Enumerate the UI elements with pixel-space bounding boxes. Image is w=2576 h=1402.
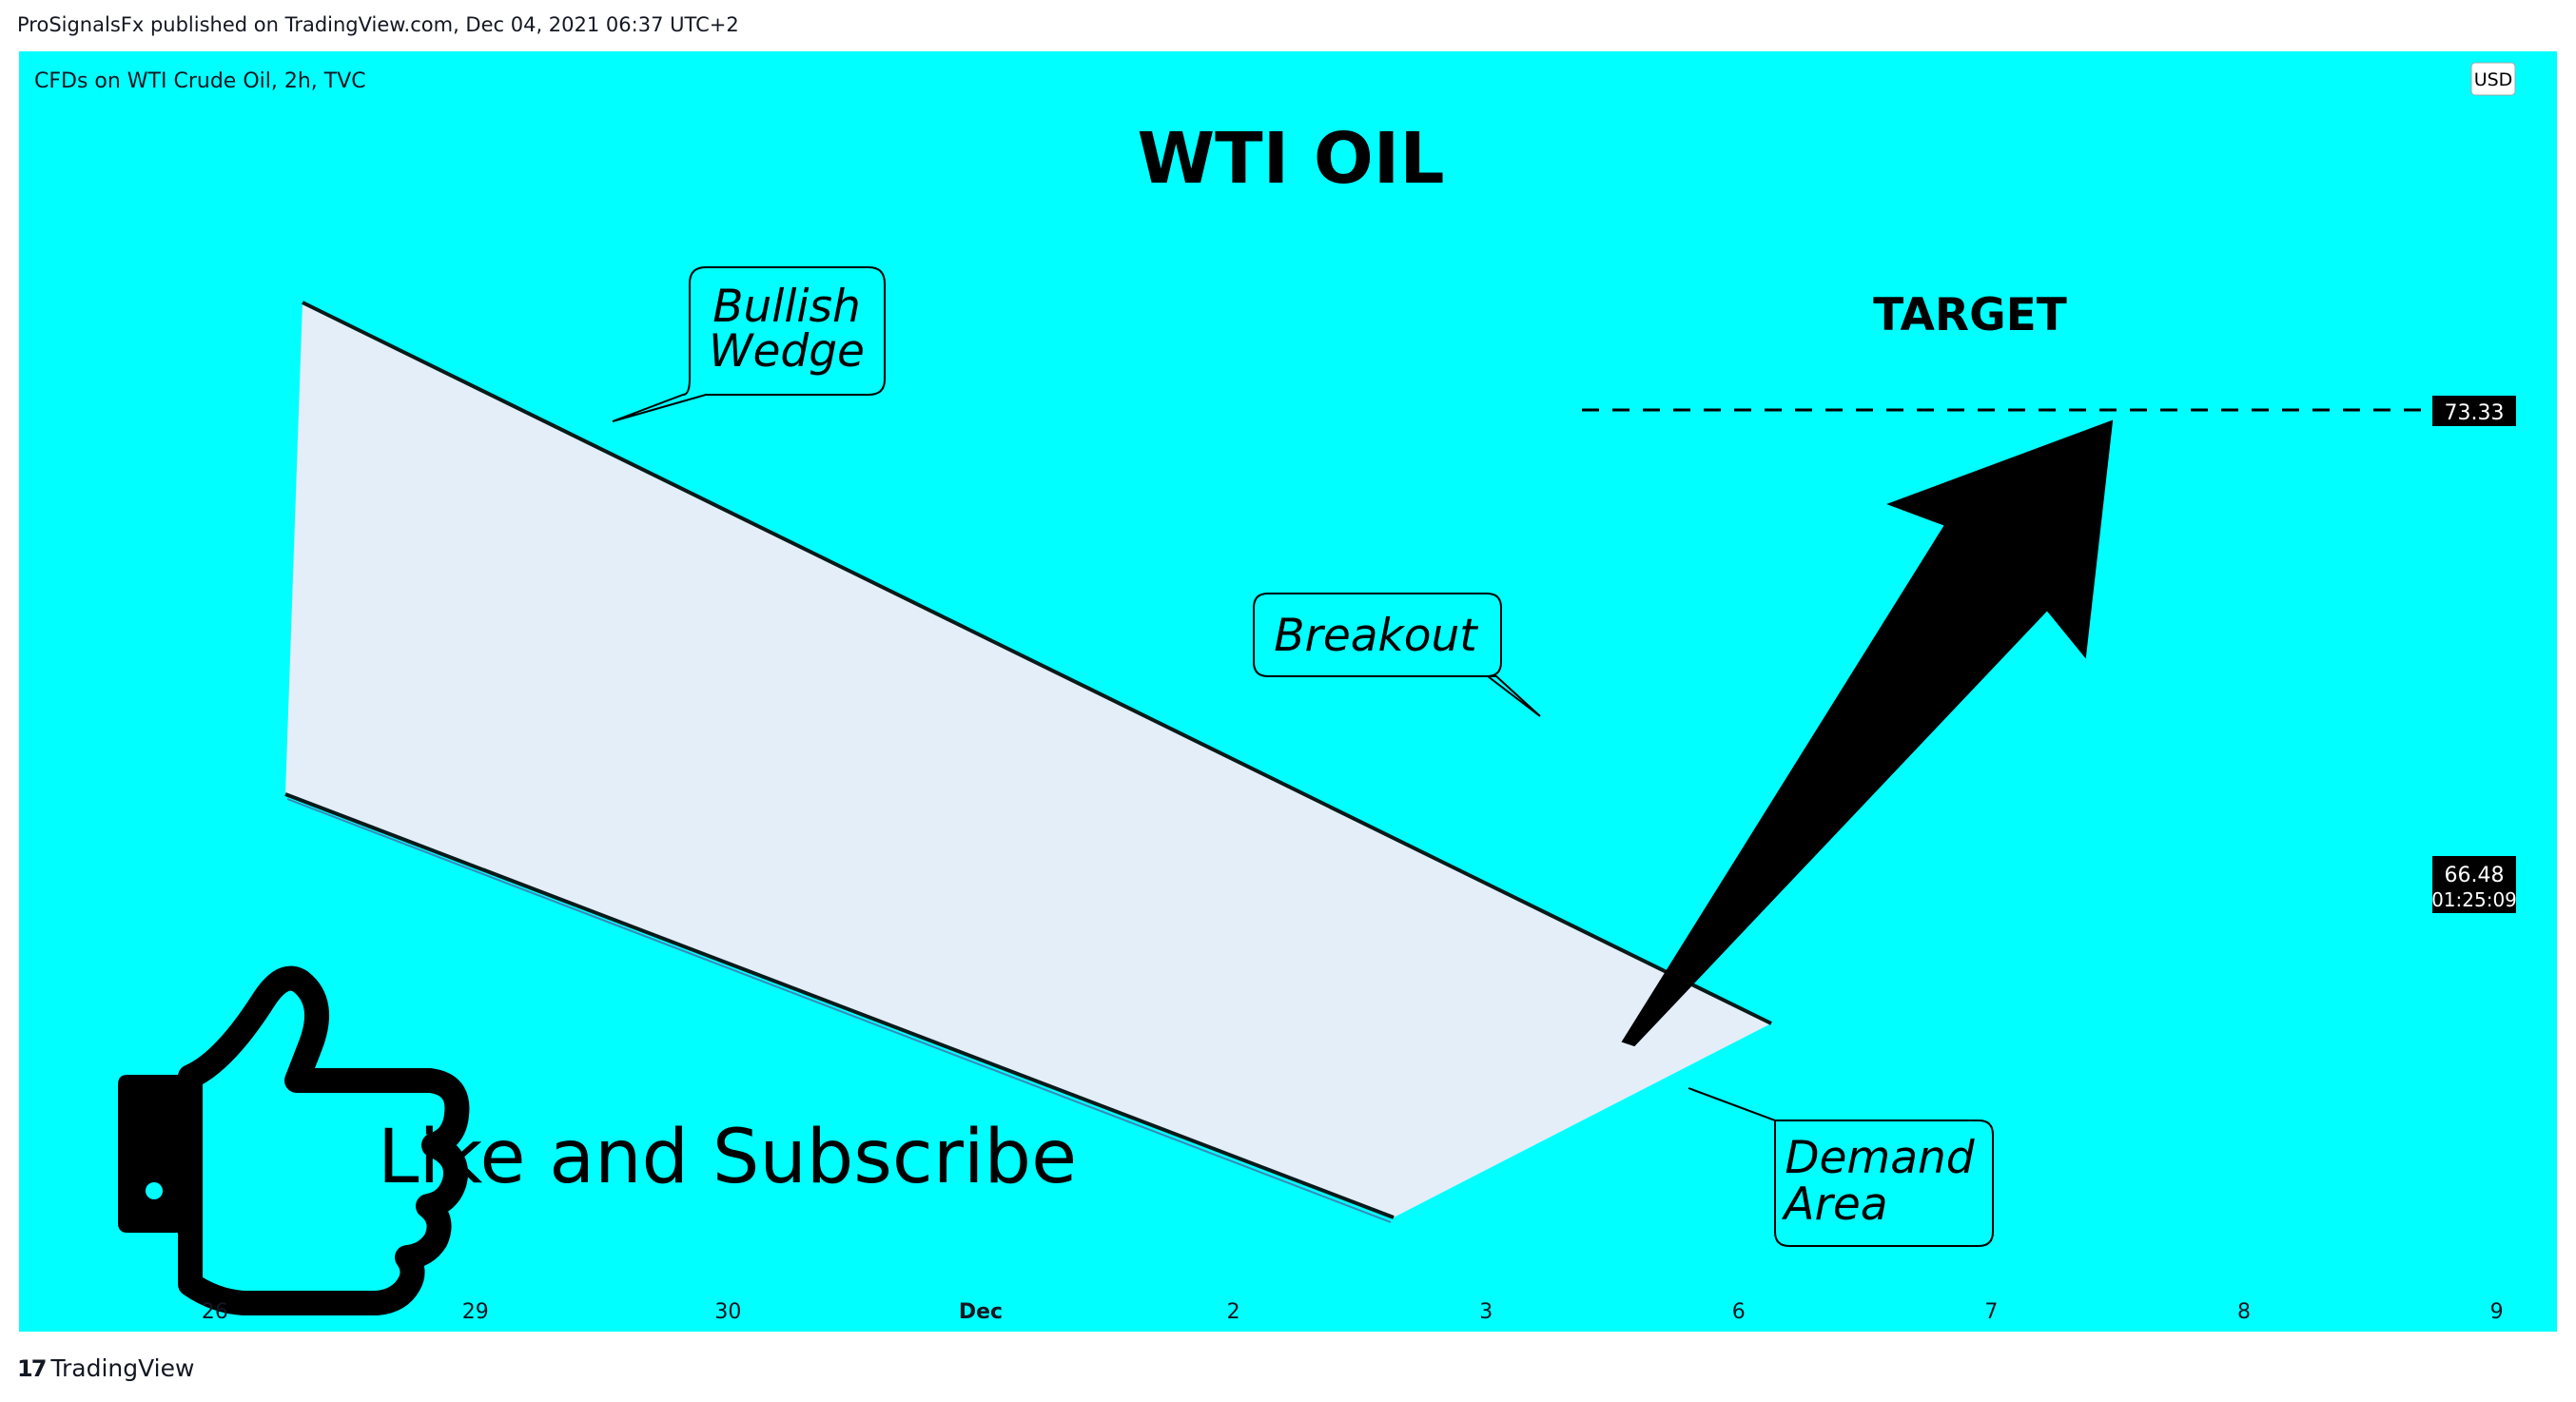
x-tick-label: 8 (2237, 1300, 2251, 1324)
thumbs-up-icon (118, 965, 470, 1315)
demand-area-callout: Demand Area (1688, 1087, 1994, 1247)
tradingview-brand: TradingView (50, 1354, 195, 1382)
bullish-wedge-label-line2: Wedge (709, 325, 865, 378)
breakout-callout: Breakout (1253, 593, 1541, 717)
price-chart: Bullish Wedge Breakout Demand Area WTI O… (19, 51, 2557, 1332)
chart-title: WTI OIL (1138, 118, 1445, 200)
x-tick-label: Dec (959, 1300, 1003, 1324)
wedge-lower-outline (286, 798, 1392, 1223)
x-tick-label: 29 (462, 1300, 489, 1324)
wedge-upper-line (302, 301, 1772, 1025)
x-tick-label: 3 (1479, 1300, 1493, 1324)
bullish-wedge-callout: Bullish Wedge (612, 266, 886, 422)
symbol-label: CFDs on WTI Crude Oil, 2h, TVC (34, 69, 366, 93)
current-price-tag (2432, 856, 2516, 913)
demand-label-line1: Demand (1785, 1132, 1975, 1184)
x-axis: 26 29 30 Dec 2 3 6 7 8 9 (202, 1300, 2504, 1324)
current-price-label: 66.48 (2445, 864, 2505, 887)
x-tick-label: 9 (2490, 1300, 2504, 1324)
x-tick-label: 2 (1227, 1300, 1240, 1324)
like-subscribe-text: Like and Subscribe (378, 1115, 1077, 1200)
x-tick-label: 7 (1984, 1300, 1998, 1324)
x-tick-label: 6 (1732, 1300, 1746, 1324)
target-price-label: 73.33 (2445, 401, 2505, 425)
target-price-tag (2432, 396, 2516, 426)
bullish-wedge-label-line1: Bullish (712, 281, 860, 333)
x-tick-label: 26 (202, 1300, 228, 1324)
demand-label-line2: Area (1781, 1178, 1887, 1231)
x-tick-label: 30 (714, 1300, 741, 1324)
tradingview-logo-icon: 17 (17, 1354, 47, 1382)
wedge-area (285, 302, 1771, 1217)
tradingview-footer: 17 TradingView (17, 1354, 194, 1382)
currency-badge[interactable] (2470, 62, 2516, 96)
up-arrow (1621, 419, 2114, 1047)
wedge-lower-line (284, 792, 1395, 1219)
target-label: TARGET (1873, 289, 2067, 341)
countdown-label: 01:25:09 (2431, 888, 2517, 911)
breakout-label: Breakout (1274, 610, 1478, 662)
publish-header: ProSignalsFx published on TradingView.co… (17, 13, 739, 36)
currency-label: USD (2474, 69, 2513, 90)
